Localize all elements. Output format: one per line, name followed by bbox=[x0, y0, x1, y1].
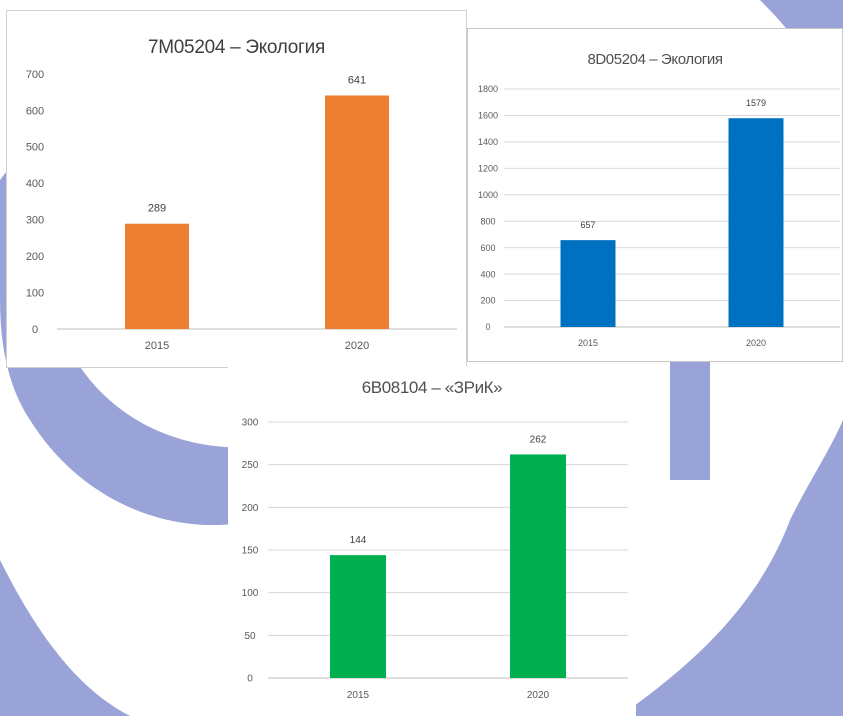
y-tick-label-7m05204-0: 0 bbox=[32, 324, 38, 336]
bar-6b08104-2020 bbox=[510, 454, 566, 678]
y-tick-label-8d05204-1: 200 bbox=[480, 296, 495, 306]
decor-ring-left-lower bbox=[0, 560, 130, 716]
bar-7m05204-2020 bbox=[325, 95, 389, 329]
data-label-7m05204-2015: 289 bbox=[148, 203, 166, 215]
x-tick-label-8d05204-2020: 2020 bbox=[746, 338, 766, 348]
decor-bar-right bbox=[670, 360, 710, 480]
bar-8d05204-2020 bbox=[728, 118, 784, 328]
y-tick-label-6b08104-4: 200 bbox=[242, 503, 259, 514]
bar-chart-7m05204: 0 100 200 300 400 500 600 700 289 2015 641 2020 bbox=[26, 69, 457, 352]
y-tick-label-7m05204-1: 100 bbox=[26, 287, 44, 299]
y-tick-label-7m05204-7: 700 bbox=[26, 69, 44, 81]
y-tick-label-8d05204-5: 1000 bbox=[478, 190, 498, 200]
x-tick-label-6b08104-2020: 2020 bbox=[527, 690, 550, 701]
y-tick-label-7m05204-6: 600 bbox=[26, 105, 44, 117]
y-tick-label-7m05204-2: 200 bbox=[26, 251, 44, 263]
data-label-7m05204-2020: 641 bbox=[348, 74, 366, 86]
y-tick-label-8d05204-0: 0 bbox=[485, 322, 490, 332]
y-tick-label-7m05204-5: 500 bbox=[26, 142, 44, 154]
decor-ring-left bbox=[0, 120, 300, 526]
y-tick-label-8d05204-7: 1400 bbox=[478, 137, 498, 147]
chart-title-7m05204: 7M05204 – Экология bbox=[148, 37, 325, 58]
y-tick-label-8d05204-6: 1200 bbox=[478, 163, 498, 173]
y-tick-label-7m05204-3: 300 bbox=[26, 215, 44, 227]
y-tick-label-6b08104-2: 100 bbox=[242, 588, 259, 599]
y-tick-label-7m05204-4: 400 bbox=[26, 178, 44, 190]
x-tick-label-6b08104-2015: 2015 bbox=[347, 690, 370, 701]
y-tick-label-6b08104-6: 300 bbox=[242, 418, 259, 429]
chart-panel-7m05204: 0 100 200 300 400 500 600 700 289 2015 641 2020 7M0… bbox=[6, 10, 467, 368]
bar-8d05204-2015 bbox=[560, 240, 616, 327]
y-tick-label-8d05204-2: 400 bbox=[480, 269, 495, 279]
y-tick-label-8d05204-4: 800 bbox=[480, 216, 495, 226]
data-label-6b08104-2015: 144 bbox=[350, 535, 367, 546]
chart-panel-8d05204: 0 200 400 600 800 1000 1200 1400 1600 1800 657 2015… bbox=[467, 28, 843, 362]
bar-7m05204-2015 bbox=[125, 223, 189, 329]
x-tick-label-7m05204-2020: 2020 bbox=[345, 340, 369, 352]
x-tick-label-7m05204-2015: 2015 bbox=[145, 340, 169, 352]
chart-title-6b08104: 6B08104 – «ЗРиК» bbox=[361, 378, 503, 397]
data-label-8d05204-2015: 657 bbox=[580, 220, 595, 230]
y-tick-label-6b08104-0: 0 bbox=[247, 674, 253, 685]
y-tick-label-8d05204-3: 600 bbox=[480, 243, 495, 253]
bar-chart-6b08104: 0 50 100 150 200 250 300 144 2015 262 2020 bbox=[242, 418, 628, 701]
data-label-8d05204-2020: 1579 bbox=[746, 98, 766, 108]
bar-chart-8d05204: 0 200 400 600 800 1000 1200 1400 1600 1800 657 2015… bbox=[478, 84, 840, 348]
chart-title-8d05204: 8D05204 – Экология bbox=[587, 51, 723, 68]
y-tick-label-8d05204-8: 1600 bbox=[478, 111, 498, 121]
decor-ring-right-top bbox=[760, 0, 843, 110]
x-tick-label-8d05204-2015: 2015 bbox=[578, 338, 598, 348]
y-tick-label-8d05204-9: 1800 bbox=[478, 84, 498, 94]
y-tick-label-6b08104-5: 250 bbox=[242, 460, 259, 471]
bar-6b08104-2015 bbox=[330, 555, 386, 678]
y-tick-label-6b08104-1: 50 bbox=[244, 631, 256, 642]
decor-ring-right bbox=[620, 420, 843, 716]
data-label-6b08104-2020: 262 bbox=[530, 434, 547, 445]
y-tick-label-6b08104-3: 150 bbox=[242, 546, 259, 557]
chart-panel-6b08104: 0 50 100 150 200 250 300 144 2015 262 2020 6B08104… bbox=[228, 366, 636, 716]
